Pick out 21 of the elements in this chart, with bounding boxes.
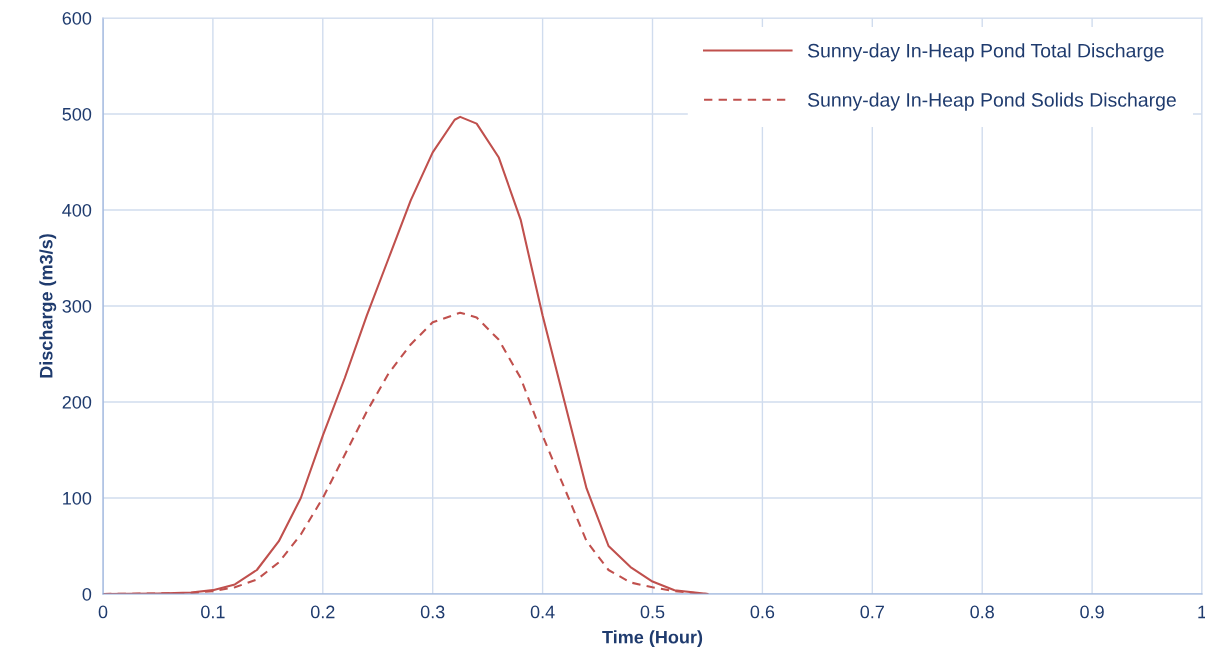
x-tick-label: 0.4	[530, 605, 555, 619]
y-axis-title: Discharge (m3/s)	[39, 234, 57, 378]
y-tick-label: 600	[62, 11, 92, 25]
x-tick-label: 0.6	[750, 605, 775, 619]
x-tick-label: 0.2	[310, 605, 335, 619]
x-tick-label: 0.9	[1080, 605, 1104, 619]
y-tick-label: 0	[82, 587, 92, 601]
x-tick-label: 0.7	[860, 605, 884, 619]
y-tick-label: 500	[62, 107, 92, 121]
x-tick-label: 0.1	[201, 605, 225, 619]
y-tick-label: 300	[62, 299, 92, 313]
y-tick-label: 200	[62, 395, 92, 409]
y-tick-label: 100	[63, 491, 92, 505]
x-tick-label: 0.8	[970, 605, 994, 619]
x-tick-label: 0.3	[420, 605, 445, 619]
x-tick-label: 0.5	[640, 605, 665, 619]
legend-label: Sunny-day In-Heap Pond Solids Discharge	[807, 92, 1176, 111]
y-tick-label: 400	[62, 203, 92, 217]
x-tick-label: 0	[98, 605, 108, 619]
legend-label: Sunny-day In-Heap Pond Total Discharge	[807, 43, 1164, 62]
x-axis-title: Time (Hour)	[602, 630, 703, 648]
